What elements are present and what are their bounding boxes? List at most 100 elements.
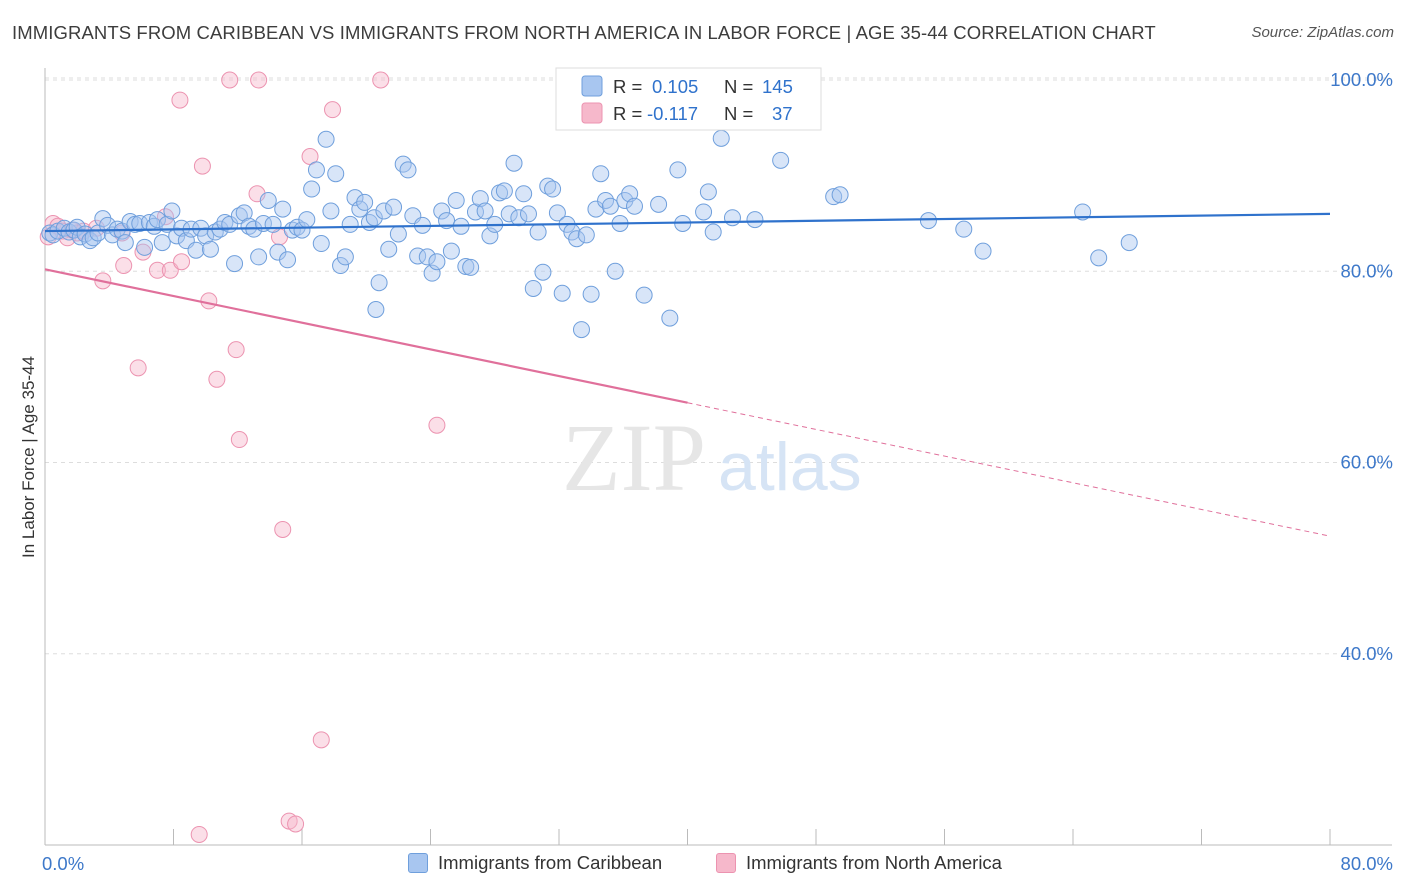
- data-point-caribbean: [447, 191, 465, 209]
- data-point-caribbean: [375, 202, 393, 220]
- data-point-caribbean: [293, 221, 311, 239]
- data-point-north-america: [193, 157, 211, 175]
- data-point-caribbean: [831, 186, 849, 204]
- source-credit: Source: ZipAtlas.com: [1251, 24, 1394, 41]
- data-point-caribbean: [544, 180, 562, 198]
- data-point-caribbean: [1120, 234, 1138, 252]
- data-point-caribbean: [370, 274, 388, 292]
- data-point-caribbean: [116, 234, 134, 252]
- legend-box: R = 0.105 N = 145 R = -0.117 N = 37: [555, 67, 822, 131]
- data-point-caribbean: [597, 191, 615, 209]
- data-point-caribbean: [712, 129, 730, 147]
- data-point-caribbean: [500, 205, 518, 223]
- data-point-caribbean: [495, 182, 513, 200]
- data-point-caribbean: [669, 161, 687, 179]
- data-point-caribbean: [462, 258, 480, 276]
- legend-n-value-2: 37: [772, 103, 793, 124]
- data-point-caribbean: [442, 242, 460, 260]
- trend-lines: [44, 212, 1331, 537]
- data-point-north-america: [274, 520, 292, 538]
- data-point-caribbean: [1074, 203, 1092, 221]
- data-point-caribbean: [312, 235, 330, 253]
- data-point-caribbean: [307, 161, 325, 179]
- data-point-north-america: [230, 431, 248, 449]
- data-point-caribbean: [389, 225, 407, 243]
- data-point-caribbean: [226, 255, 244, 273]
- data-point-caribbean: [606, 262, 624, 280]
- data-point-caribbean: [974, 242, 992, 260]
- data-point-caribbean: [695, 203, 713, 221]
- data-point-caribbean: [746, 211, 764, 229]
- trend-line-north-america-extrapolated: [687, 402, 1331, 537]
- data-point-caribbean: [515, 185, 533, 203]
- data-point-caribbean: [336, 248, 354, 266]
- data-point-caribbean: [367, 301, 385, 318]
- legend-n-value-1: 145: [762, 76, 793, 97]
- data-point-caribbean: [825, 188, 843, 206]
- data-point-caribbean: [519, 205, 537, 223]
- data-point-caribbean: [587, 200, 605, 218]
- data-point-caribbean: [699, 183, 717, 201]
- data-point-caribbean: [332, 257, 350, 275]
- data-point-north-america: [324, 101, 342, 119]
- data-point-caribbean: [126, 215, 144, 233]
- data-point-caribbean: [539, 177, 557, 195]
- data-point-caribbean: [327, 165, 345, 183]
- data-point-caribbean: [661, 309, 679, 327]
- data-point-caribbean: [380, 240, 398, 258]
- chart-title: IMMIGRANTS FROM CARIBBEAN VS IMMIGRANTS …: [12, 22, 1156, 43]
- legend-r-value-1: 0.105: [652, 76, 698, 97]
- data-point-caribbean: [650, 195, 668, 213]
- data-point-caribbean: [240, 217, 258, 235]
- data-point-caribbean: [723, 209, 741, 227]
- data-point-caribbean: [264, 215, 282, 233]
- axes: [44, 68, 1392, 846]
- data-point-caribbean: [548, 204, 566, 222]
- data-point-caribbean: [524, 279, 542, 297]
- data-point-north-america: [312, 731, 330, 749]
- data-point-caribbean: [1090, 249, 1108, 267]
- data-point-caribbean: [582, 285, 600, 303]
- data-point-north-america: [190, 825, 208, 843]
- legend-item-caribbean: Immigrants from Caribbean: [408, 852, 662, 874]
- data-point-caribbean: [283, 221, 301, 239]
- data-point-caribbean: [235, 204, 253, 222]
- data-point-caribbean: [279, 251, 297, 269]
- y-tick-label: 40.0%: [1341, 643, 1393, 664]
- data-point-caribbean: [457, 257, 475, 275]
- x-tick-label: 80.0%: [1341, 853, 1393, 874]
- legend-label-north-america: Immigrants from North America: [746, 852, 1002, 873]
- data-point-north-america: [200, 292, 218, 310]
- tick-labels: 40.0% 60.0% 80.0% 100.0% 0.0% 80.0%: [42, 69, 1393, 874]
- data-point-north-america: [428, 416, 446, 434]
- trend-line-caribbean: [44, 212, 1331, 233]
- data-point-caribbean: [955, 220, 973, 238]
- data-point-north-america: [372, 71, 390, 89]
- data-point-caribbean: [592, 165, 610, 183]
- data-point-north-america: [287, 815, 305, 833]
- data-point-north-america: [221, 71, 239, 89]
- y-tick-label: 100.0%: [1330, 69, 1393, 90]
- legend-swatch-north-america: [581, 102, 603, 124]
- data-point-caribbean: [433, 202, 451, 220]
- bottom-legend: Immigrants from Caribbean Immigrants fro…: [0, 852, 1406, 878]
- data-point-caribbean: [230, 207, 248, 225]
- data-point-caribbean: [772, 151, 790, 169]
- legend-r-label-1: R =: [613, 76, 642, 97]
- data-point-caribbean: [534, 263, 552, 281]
- data-point-caribbean: [356, 193, 374, 211]
- legend-swatch-caribbean: [581, 75, 603, 97]
- data-point-caribbean: [418, 248, 436, 266]
- data-point-caribbean: [399, 161, 417, 179]
- data-point-north-america: [129, 359, 147, 377]
- data-point-caribbean: [572, 321, 590, 339]
- y-tick-label: 60.0%: [1341, 452, 1393, 473]
- data-point-north-america: [115, 257, 133, 275]
- data-point-caribbean: [317, 130, 335, 148]
- data-point-north-america: [208, 370, 226, 388]
- data-point-caribbean: [298, 211, 316, 229]
- watermark: ZIP atlas: [562, 404, 862, 511]
- data-point-caribbean: [505, 154, 523, 172]
- data-point-caribbean: [136, 238, 154, 256]
